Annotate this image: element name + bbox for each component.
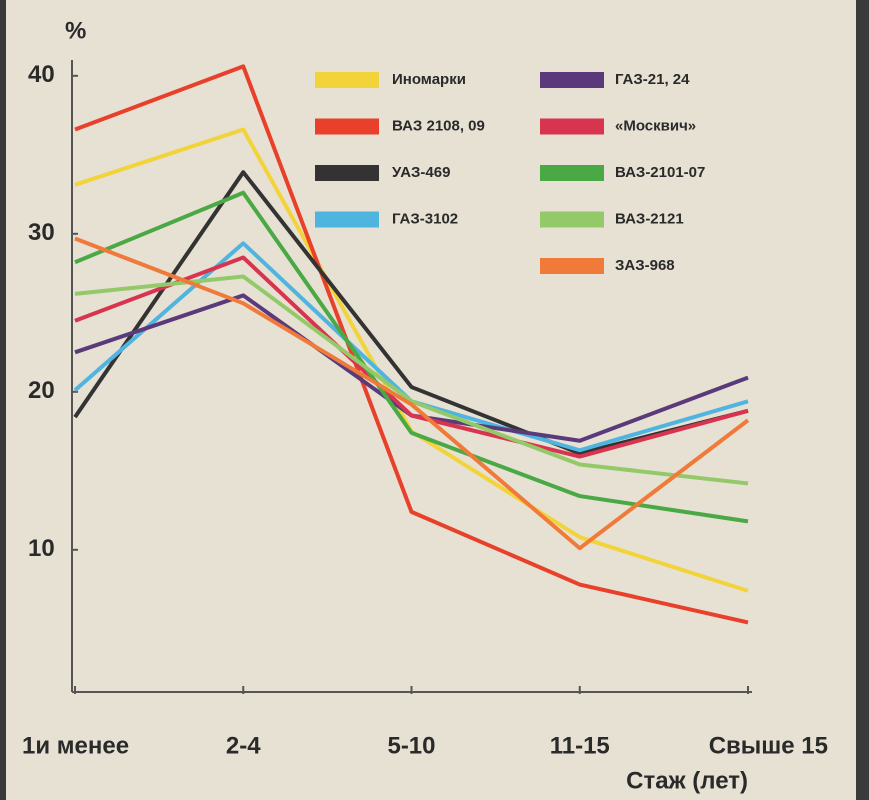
x-tick-label: 2-4 (226, 732, 261, 759)
x-tick-label: 1и менее (22, 732, 129, 759)
x-axis-label: Стаж (лет) (626, 767, 748, 794)
legend-label: Иномарки (392, 71, 466, 88)
y-tick-label: 30 (28, 219, 55, 246)
x-tick-label: Свыше 15 (709, 732, 828, 759)
legend-swatch (315, 119, 379, 135)
legend-label: ВАЗ-2121 (615, 210, 684, 227)
legend-swatch (315, 72, 379, 88)
legend-label: ГАЗ-3102 (392, 210, 458, 227)
legend-swatch (315, 165, 379, 181)
x-tick-label: 5-10 (387, 732, 435, 759)
y-axis-label: % (65, 17, 86, 44)
legend-label: ВАЗ-2101-07 (615, 164, 705, 181)
legend-swatch (540, 212, 604, 228)
legend-swatch (540, 258, 604, 274)
y-tick-label: 10 (28, 535, 55, 562)
y-tick-label: 20 (28, 377, 55, 404)
legend-swatch (540, 119, 604, 135)
legend-label: ГАЗ-21, 24 (615, 71, 690, 88)
chart: % Стаж (лет) 10 20 30 40 1и менее 2-4 5-10 11-1… (0, 0, 869, 800)
legend-label: ЗАЗ-968 (615, 257, 675, 274)
x-tick-label: 11-15 (550, 732, 610, 759)
legend-swatch (540, 72, 604, 88)
legend-swatch (315, 212, 379, 228)
legend-swatch (540, 165, 604, 181)
legend-label: ВАЗ 2108, 09 (392, 117, 485, 134)
legend-label: УАЗ-469 (392, 164, 450, 181)
y-tick-label: 40 (28, 61, 55, 88)
legend-label: «Москвич» (615, 117, 696, 134)
page: % Стаж (лет) 10 20 30 40 1и менее 2-4 5-10 11-1… (0, 0, 869, 800)
